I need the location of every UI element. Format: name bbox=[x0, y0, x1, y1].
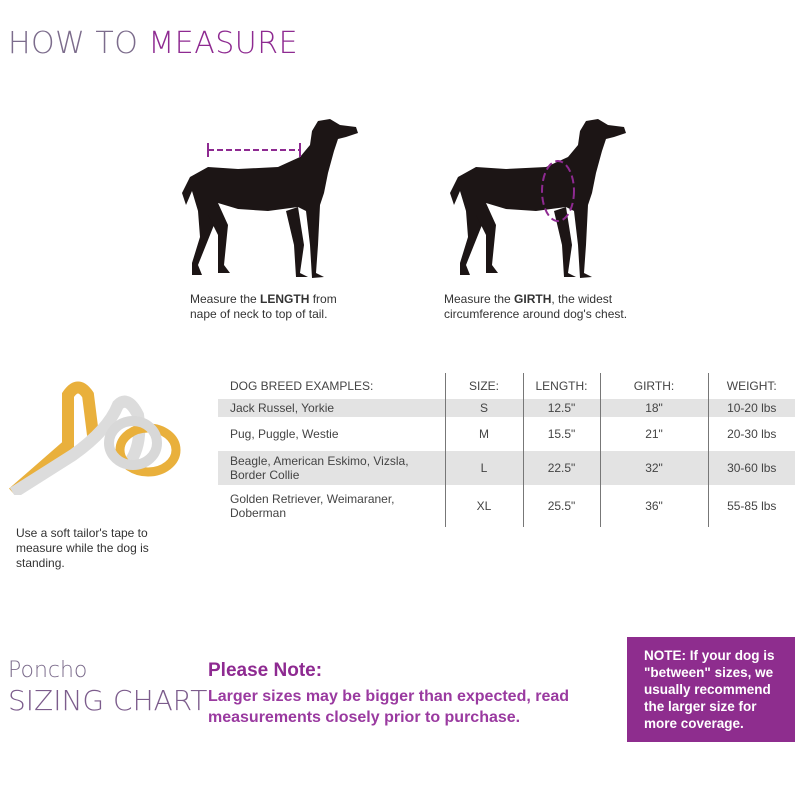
header-weight: WEIGHT: bbox=[707, 373, 795, 399]
header-breed: DOG BREED EXAMPLES: bbox=[230, 379, 374, 393]
note-text: Larger sizes may be bigger than expected… bbox=[208, 688, 570, 726]
product-name: Poncho bbox=[8, 658, 88, 683]
tape-measure-image bbox=[9, 381, 181, 495]
note-title: Please Note: bbox=[208, 660, 323, 681]
between-sizes-note: NOTE: If your dog is "between" sizes, we… bbox=[627, 637, 795, 742]
length-caption: Measure the LENGTH from nape of neck to … bbox=[190, 292, 337, 321]
dog-length-illustration bbox=[182, 119, 358, 278]
header-length: LENGTH: bbox=[522, 373, 600, 399]
table-header-row: DOG BREED EXAMPLES: SIZE: LENGTH: GIRTH:… bbox=[218, 373, 795, 399]
header-girth: GIRTH: bbox=[599, 373, 708, 399]
header-size: SIZE: bbox=[444, 373, 523, 399]
girth-caption: Measure the GIRTH, the widest circumfere… bbox=[444, 292, 628, 321]
tape-caption: Use a soft tailor's tape to measure whil… bbox=[16, 526, 149, 570]
page-title: HOW TO MEASURE bbox=[8, 26, 299, 61]
sizing-table: DOG BREED EXAMPLES: SIZE: LENGTH: GIRTH:… bbox=[218, 373, 795, 527]
dog-girth-illustration bbox=[450, 119, 626, 278]
sizing-chart-label: SIZING CHART bbox=[8, 684, 208, 717]
table-row: Golden Retriever, Weimaraner, Doberman XL… bbox=[218, 485, 795, 527]
table-row: Jack Russel, Yorkie S 12.5" 18" 10-20 lbs bbox=[218, 399, 795, 417]
table-row: Pug, Puggle, Westie M 15.5" 21" 20-30 lbs bbox=[218, 417, 795, 451]
table-row: Beagle, American Eskimo, Vizsla, Border … bbox=[218, 451, 795, 485]
